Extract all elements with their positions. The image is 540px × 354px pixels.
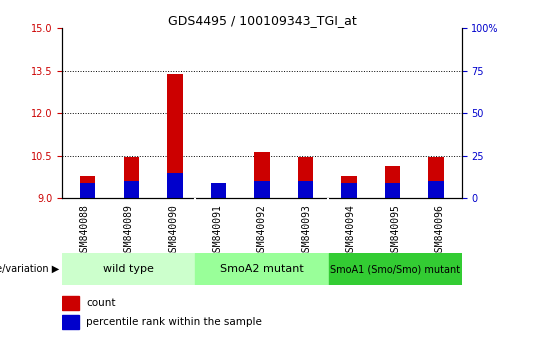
Text: count: count bbox=[86, 298, 116, 308]
Bar bbox=[62, 315, 79, 329]
Bar bbox=[328, 253, 462, 285]
Bar bbox=[385, 183, 400, 198]
Text: GSM840088: GSM840088 bbox=[79, 204, 89, 257]
Text: GSM840092: GSM840092 bbox=[257, 204, 267, 257]
Text: SmoA1 (Smo/Smo) mutant: SmoA1 (Smo/Smo) mutant bbox=[330, 264, 460, 274]
Bar bbox=[211, 183, 226, 198]
Bar bbox=[254, 152, 269, 198]
Bar bbox=[298, 181, 313, 198]
Text: percentile rank within the sample: percentile rank within the sample bbox=[86, 318, 262, 327]
Text: genotype/variation ▶: genotype/variation ▶ bbox=[0, 264, 59, 274]
Text: GSM840090: GSM840090 bbox=[168, 204, 178, 257]
Bar bbox=[124, 157, 139, 198]
Bar bbox=[62, 296, 79, 309]
Bar bbox=[167, 173, 183, 198]
Bar bbox=[80, 183, 96, 198]
Bar bbox=[341, 176, 356, 198]
Bar bbox=[211, 194, 226, 198]
Text: GSM840093: GSM840093 bbox=[301, 204, 311, 257]
Text: GSM840089: GSM840089 bbox=[124, 204, 134, 257]
Bar bbox=[298, 157, 313, 198]
Text: GSM840096: GSM840096 bbox=[435, 204, 444, 257]
Bar bbox=[428, 181, 443, 198]
Text: GSM840094: GSM840094 bbox=[346, 204, 356, 257]
Text: GSM840091: GSM840091 bbox=[213, 204, 222, 257]
Bar bbox=[341, 183, 356, 198]
Bar bbox=[428, 157, 443, 198]
Bar bbox=[62, 253, 195, 285]
Bar bbox=[80, 176, 96, 198]
Text: wild type: wild type bbox=[103, 264, 154, 274]
Bar bbox=[124, 181, 139, 198]
Bar bbox=[385, 166, 400, 198]
Text: SmoA2 mutant: SmoA2 mutant bbox=[220, 264, 304, 274]
Title: GDS4495 / 100109343_TGI_at: GDS4495 / 100109343_TGI_at bbox=[167, 14, 356, 27]
Text: GSM840095: GSM840095 bbox=[390, 204, 400, 257]
Bar bbox=[167, 74, 183, 198]
Bar bbox=[195, 253, 328, 285]
Bar bbox=[254, 181, 269, 198]
